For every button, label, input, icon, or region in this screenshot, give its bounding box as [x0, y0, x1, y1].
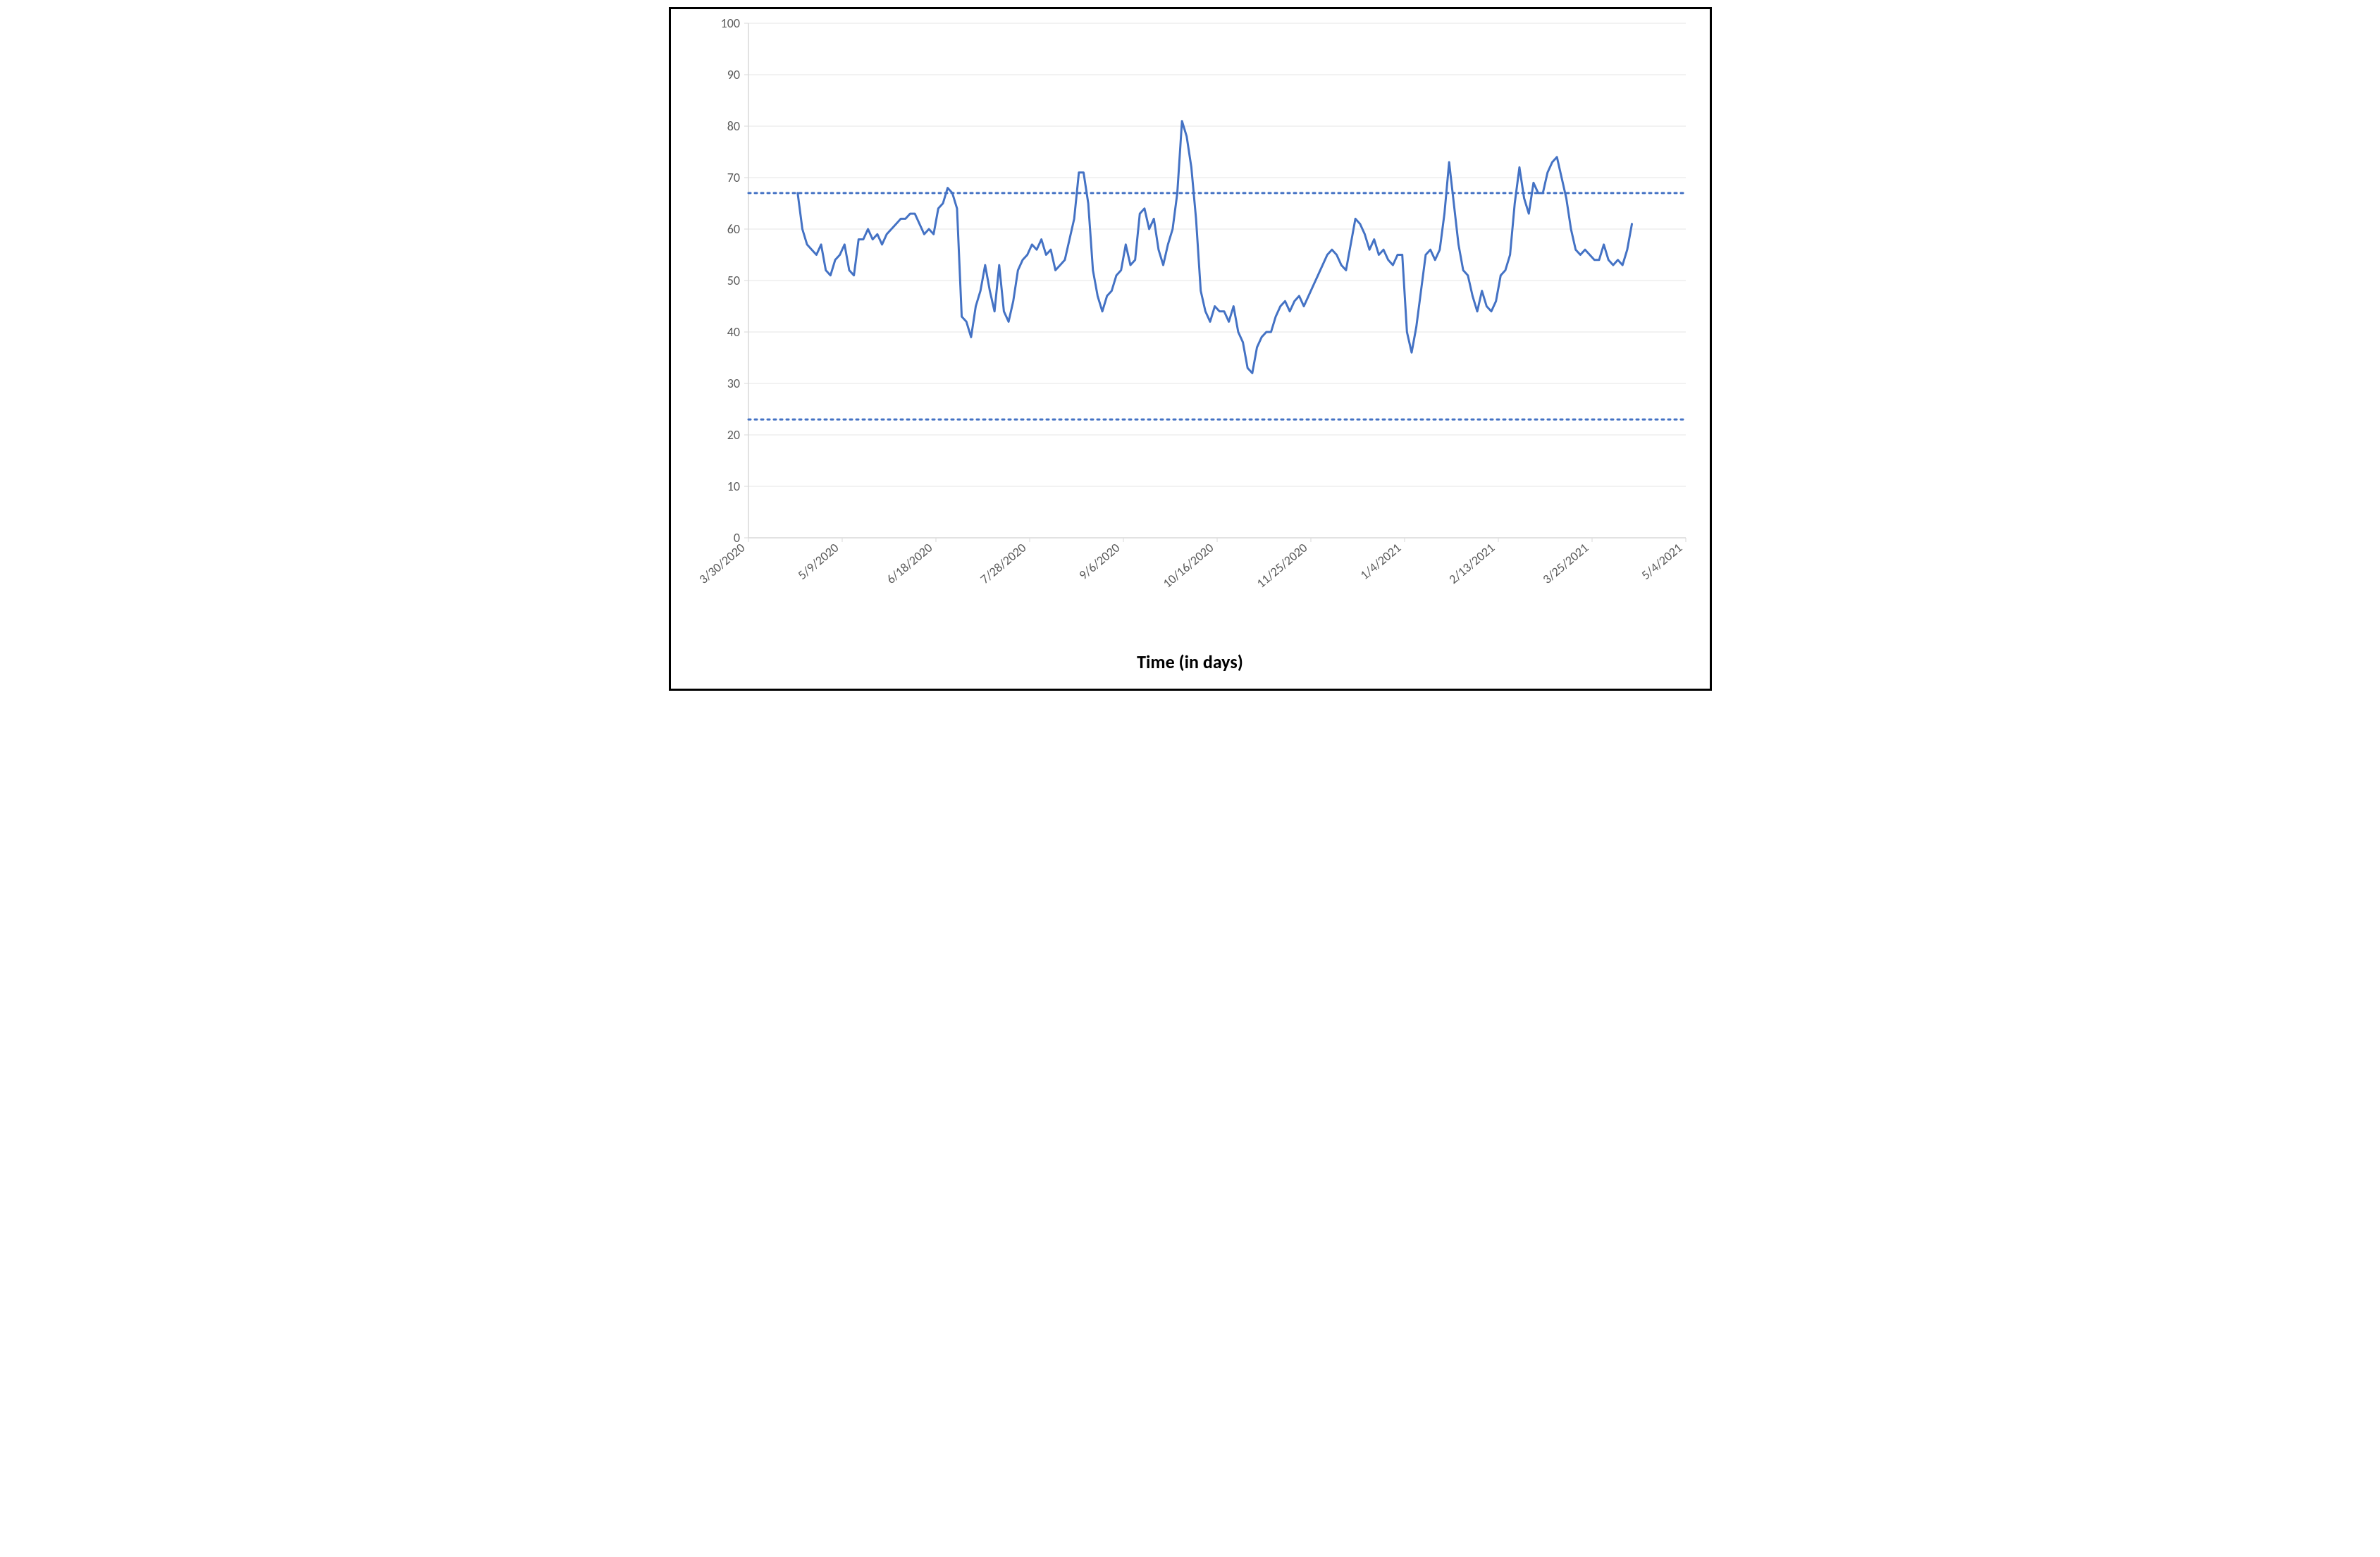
x-tick-label: 3/30/2020: [696, 540, 748, 587]
y-tick-label: 90: [727, 67, 739, 82]
chart-container: 01020304050607080901003/30/20205/9/20206…: [671, 9, 1710, 689]
y-tick-label: 70: [727, 170, 739, 185]
y-tick-label: 80: [727, 118, 739, 134]
y-tick-label: 20: [727, 427, 739, 443]
x-tick-label: 3/25/2021: [1539, 540, 1591, 587]
data-series-line: [797, 121, 1632, 374]
x-tick-label: 2/13/2021: [1445, 540, 1498, 587]
line-chart: 01020304050607080901003/30/20205/9/20206…: [671, 9, 1710, 689]
y-tick-label: 40: [727, 324, 739, 340]
x-tick-label: 1/4/2021: [1357, 540, 1404, 583]
x-tick-label: 6/18/2020: [883, 540, 935, 587]
x-tick-label: 5/4/2021: [1638, 540, 1685, 583]
y-tick-label: 10: [727, 479, 739, 494]
x-tick-label: 7/28/2020: [977, 540, 1029, 587]
y-tick-label: 100: [720, 16, 739, 31]
x-axis-label: Time (in days): [671, 651, 1710, 673]
x-tick-label: 5/9/2020: [794, 540, 841, 583]
chart-frame: 01020304050607080901003/30/20205/9/20206…: [669, 7, 1712, 691]
x-tick-label: 11/25/2020: [1253, 540, 1310, 591]
x-tick-label: 9/6/2020: [1075, 540, 1123, 583]
x-tick-label: 10/16/2020: [1159, 540, 1216, 591]
y-tick-label: 30: [727, 376, 739, 391]
y-tick-label: 60: [727, 221, 739, 237]
y-tick-label: 50: [727, 273, 739, 288]
